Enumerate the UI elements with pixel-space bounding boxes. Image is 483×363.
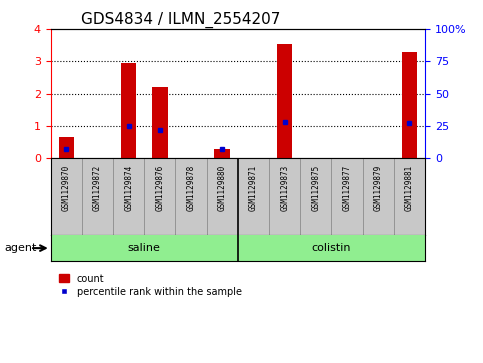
Text: saline: saline [128, 243, 161, 253]
Text: GSM1129873: GSM1129873 [280, 164, 289, 211]
FancyBboxPatch shape [238, 235, 425, 261]
Legend: count, percentile rank within the sample: count, percentile rank within the sample [56, 270, 246, 301]
Text: GSM1129880: GSM1129880 [218, 164, 227, 211]
Bar [121, 63, 137, 158]
Text: GDS4834 / ILMN_2554207: GDS4834 / ILMN_2554207 [81, 12, 280, 28]
Bar [58, 138, 74, 158]
Bar [152, 87, 168, 158]
Text: GSM1129876: GSM1129876 [156, 164, 164, 211]
FancyBboxPatch shape [51, 235, 238, 261]
Text: GSM1129874: GSM1129874 [124, 164, 133, 211]
Text: GSM1129871: GSM1129871 [249, 164, 258, 211]
Text: GSM1129872: GSM1129872 [93, 164, 102, 211]
Bar [214, 149, 230, 158]
Text: colistin: colistin [312, 243, 351, 253]
Text: GSM1129870: GSM1129870 [62, 164, 71, 211]
Text: GSM1129875: GSM1129875 [312, 164, 320, 211]
Text: GSM1129881: GSM1129881 [405, 164, 414, 211]
Text: agent: agent [5, 243, 37, 253]
Bar [402, 52, 417, 158]
Bar [277, 44, 293, 158]
Text: GSM1129878: GSM1129878 [186, 164, 196, 211]
Text: GSM1129877: GSM1129877 [342, 164, 352, 211]
Text: GSM1129879: GSM1129879 [374, 164, 383, 211]
